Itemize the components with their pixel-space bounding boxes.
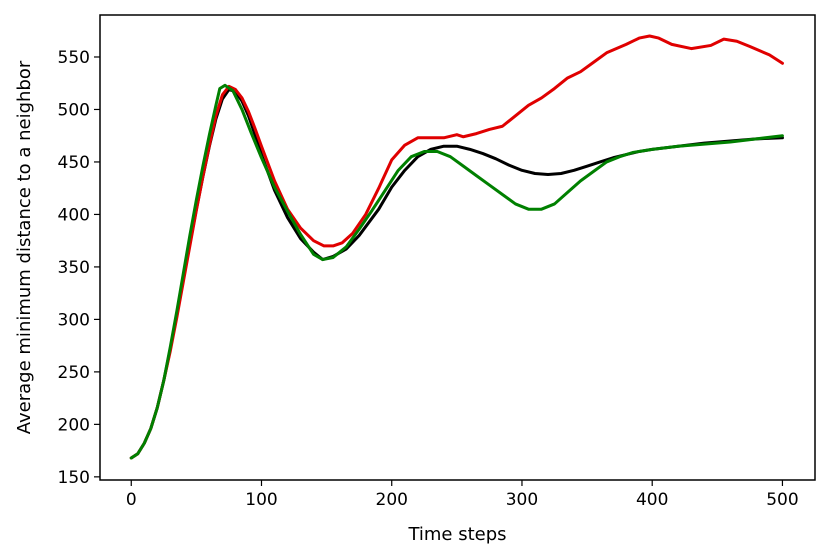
y-tick-label-2: 200: [58, 415, 90, 435]
plot-area: [100, 15, 815, 480]
y-tick-label-7: 450: [58, 153, 90, 173]
x-axis-label: Time steps: [407, 524, 506, 545]
plot-background: [100, 15, 815, 480]
x-tick-label-5: 400: [636, 490, 668, 510]
series-line-3: [129, 83, 784, 460]
x-tick-label-2: 100: [245, 490, 277, 510]
y-tick-label-3: 250: [58, 363, 90, 383]
plot-frame: [99, 14, 816, 481]
y-tick-label-9: 550: [58, 48, 90, 68]
series-lines: [129, 34, 784, 460]
y-tick-label-5: 350: [58, 258, 90, 278]
x-tick-label-6: 500: [766, 490, 798, 510]
x-tick-label-1: 0: [126, 490, 137, 510]
series-line-2: [129, 34, 784, 460]
x-tick-label-4: 300: [506, 490, 538, 510]
axes: 0 100 200 300 400 500 150 200 250 300 350 400 450 500…: [58, 14, 816, 510]
y-axis-label: Average minimum distance to a neighbor: [14, 60, 35, 434]
y-tick-label-1: 150: [58, 468, 90, 488]
y-tick-label-4: 300: [58, 310, 90, 330]
y-tick-label-6: 400: [58, 205, 90, 225]
y-tick-label-8: 500: [58, 100, 90, 120]
x-tick-label-3: 200: [376, 490, 408, 510]
